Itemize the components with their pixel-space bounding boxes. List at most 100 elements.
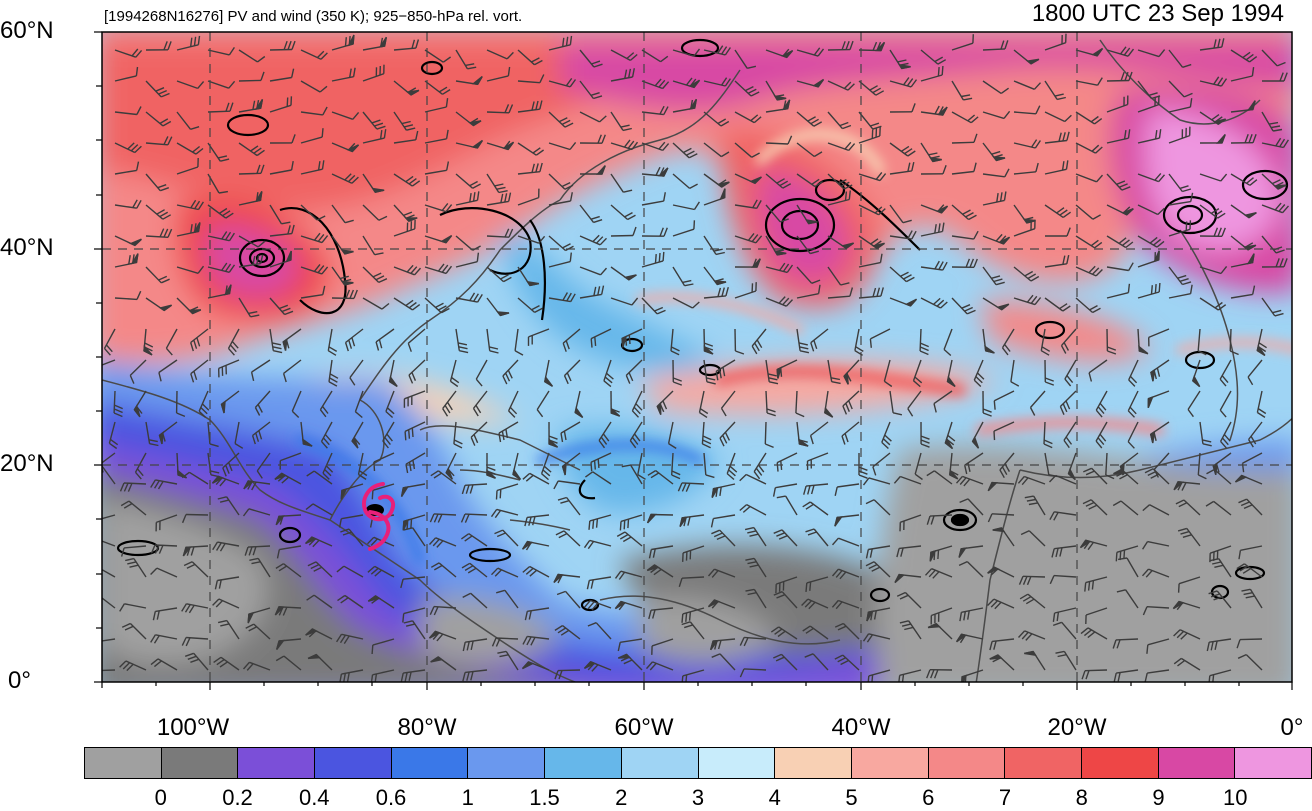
wind-barb-feather <box>624 520 625 529</box>
wind-barb-feather <box>405 431 406 440</box>
lat-label: 60°N <box>0 17 54 45</box>
wind-barb-feather <box>591 462 592 471</box>
colorbar-swatch <box>1159 748 1236 778</box>
wind-barb-feather <box>372 490 373 499</box>
wind-barb-feather <box>591 339 592 348</box>
colorbar-label: 2 <box>615 785 627 811</box>
lat-label: 20°N <box>0 450 54 478</box>
wind-barb-feather <box>682 614 683 623</box>
wind-barb-feather <box>1116 552 1117 561</box>
wind-barb-feather <box>93 466 102 468</box>
wind-barb <box>1240 639 1262 640</box>
colorbar-label: 10 <box>1223 785 1247 811</box>
colorbar-swatch <box>315 748 392 778</box>
colorbar-swatch <box>1005 748 1082 778</box>
wind-barb-feather <box>620 521 621 530</box>
wind-barb <box>1230 329 1231 351</box>
colorbar-swatch <box>85 748 162 778</box>
wind-barb-feather <box>497 491 498 500</box>
colorbar-swatch <box>622 748 699 778</box>
wind-barb-feather <box>694 220 695 229</box>
wind-barb-feather <box>868 676 869 685</box>
lat-label: 0° <box>8 667 31 695</box>
wind-barb-feather <box>287 98 288 107</box>
wind-barb-feather <box>97 520 98 529</box>
wind-barb-feather <box>411 519 412 528</box>
wind-barb-feather <box>346 37 347 46</box>
wind-barb-feather <box>1089 582 1090 591</box>
wind-barb-feather <box>1152 285 1153 294</box>
wind-barb <box>93 670 115 671</box>
wind-barb-feather <box>595 337 596 346</box>
colorbar-label: 1 <box>462 785 474 811</box>
colorbar-swatch <box>468 748 545 778</box>
colorbar-swatch <box>699 748 776 778</box>
colorbar-swatch <box>238 748 315 778</box>
wind-barb-feather <box>500 489 501 498</box>
wind-barb-feather <box>663 252 664 261</box>
wind-barb-feather <box>629 335 630 344</box>
colorbar-label: 1.5 <box>529 785 560 811</box>
wind-barb-feather <box>942 66 943 75</box>
colorbar-label: 0.2 <box>222 785 253 811</box>
wind-barb-feather <box>322 128 323 137</box>
wind-barb-feather <box>412 428 413 437</box>
figure-title-right: 1800 UTC 23 Sep 1994 <box>1032 0 1284 28</box>
wind-barb-feather <box>589 521 590 530</box>
wind-barb-feather <box>806 583 807 592</box>
wind-barb-feather <box>659 253 660 262</box>
figure-title-left: [1994268N16276] PV and wind (350 K); 925… <box>104 8 522 25</box>
wind-barb-feather <box>938 550 939 559</box>
colorbar-label: 0.4 <box>299 785 330 811</box>
wind-barb-feather <box>91 642 93 651</box>
wind-barb-feather <box>374 462 375 471</box>
wind-barb-feather <box>777 463 778 472</box>
wind-barb-feather <box>1124 550 1125 559</box>
wind-barb-feather <box>95 642 97 651</box>
wind-barb-feather <box>682 676 683 685</box>
colorbar-label: 0.6 <box>376 785 407 811</box>
lon-label: 100°W <box>157 714 229 742</box>
wind-barb-feather <box>628 519 629 528</box>
wind-barb-feather <box>97 466 100 475</box>
wind-barb-feather <box>94 671 97 680</box>
wind-barb-feather <box>90 595 98 600</box>
wind-barb-feather <box>403 614 404 623</box>
colorbar-swatch <box>929 748 1006 778</box>
colorbar-label: 6 <box>922 785 934 811</box>
colorbar-swatch <box>1235 748 1311 778</box>
wind-barb-feather <box>1209 676 1210 685</box>
wind-barb-feather <box>92 568 99 574</box>
wind-barb-feather <box>1085 583 1086 592</box>
wind-barb-feather <box>99 641 101 650</box>
wind-barb-feather <box>570 253 571 262</box>
colorbar-swatch <box>392 748 469 778</box>
wind-barb-pennant <box>90 671 97 680</box>
wind-barb-feather <box>597 519 598 528</box>
lon-label: 60°W <box>615 714 674 742</box>
wind-barb-pennant <box>89 566 100 572</box>
wind-barb-feather <box>1092 581 1093 590</box>
wind-barb-feather <box>372 645 373 654</box>
wind-barb-feather <box>93 521 94 530</box>
colorbar-label: 7 <box>999 785 1011 811</box>
wind-barb <box>952 142 974 143</box>
colorbar-swatch <box>545 748 622 778</box>
colorbar-swatch <box>1082 748 1159 778</box>
colorbar-label: 8 <box>1076 785 1088 811</box>
wind-barb <box>765 422 766 444</box>
colorbar-label: 4 <box>769 785 781 811</box>
wind-barb-pennant <box>93 520 98 530</box>
wind-barb-feather <box>994 431 995 440</box>
wind-barb-feather <box>89 566 96 572</box>
wind-barb-feather <box>690 612 691 621</box>
lon-label: 40°W <box>832 714 891 742</box>
vorticity-max <box>951 514 969 526</box>
lon-label: 0° <box>1281 714 1304 742</box>
colorbar-label: 5 <box>845 785 857 811</box>
wind-barb <box>186 515 208 516</box>
wind-barb-feather <box>93 597 101 602</box>
wind-barb-feather <box>90 671 93 680</box>
wind-barb-feather <box>994 401 995 410</box>
